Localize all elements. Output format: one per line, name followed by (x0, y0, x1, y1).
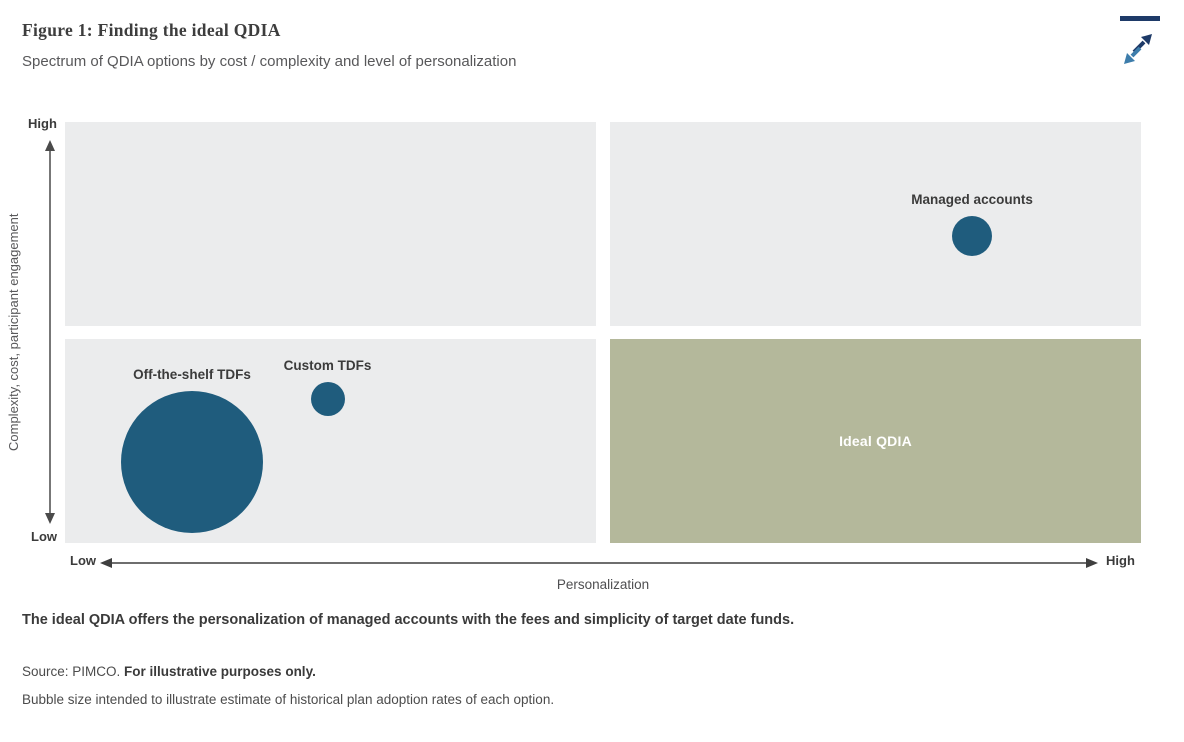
bubble-custom-tdfs (310, 382, 345, 417)
bubble-size-note: Bubble size intended to illustrate estim… (22, 692, 555, 707)
quadrant-top-right (610, 122, 1141, 326)
bubble-off-the-shelf-tdfs (120, 391, 263, 534)
bubble-managed-accounts (952, 216, 993, 257)
quadrant-ideal-qdia: Ideal QDIA (610, 339, 1141, 543)
source-line: Source: PIMCO. For illustrative purposes… (22, 664, 316, 679)
bubble-label-off-the-shelf-tdfs: Off-the-shelf TDFs (133, 367, 251, 383)
ideal-qdia-label: Ideal QDIA (839, 433, 912, 449)
x-axis-arrow (100, 558, 1098, 568)
y-axis-high-label: High (28, 116, 57, 131)
figure-caption: The ideal QDIA offers the personalizatio… (22, 612, 795, 628)
plot-area: Ideal QDIA Off-the-shelf TDFs Custom TDF… (65, 122, 1141, 543)
x-axis-high-label: High (1106, 553, 1135, 568)
bubble-label-custom-tdfs: Custom TDFs (283, 358, 372, 374)
y-axis-arrow (45, 140, 55, 524)
source-text: Source: PIMCO. (22, 664, 125, 679)
expand-arrows-icon[interactable] (1114, 10, 1162, 68)
x-axis-title: Personalization (556, 577, 650, 592)
figure-subtitle: Spectrum of QDIA options by cost / compl… (22, 53, 517, 70)
y-axis-low-label: Low (31, 529, 57, 544)
source-disclaimer: For illustrative purposes only. (124, 664, 316, 679)
figure-title: Figure 1: Finding the ideal QDIA (22, 20, 281, 40)
y-axis-title: Complexity, cost, participant engagement (6, 213, 21, 452)
quadrant-top-left (65, 122, 596, 326)
bubble-label-managed-accounts: Managed accounts (911, 192, 1033, 208)
x-axis-low-label: Low (70, 553, 96, 568)
